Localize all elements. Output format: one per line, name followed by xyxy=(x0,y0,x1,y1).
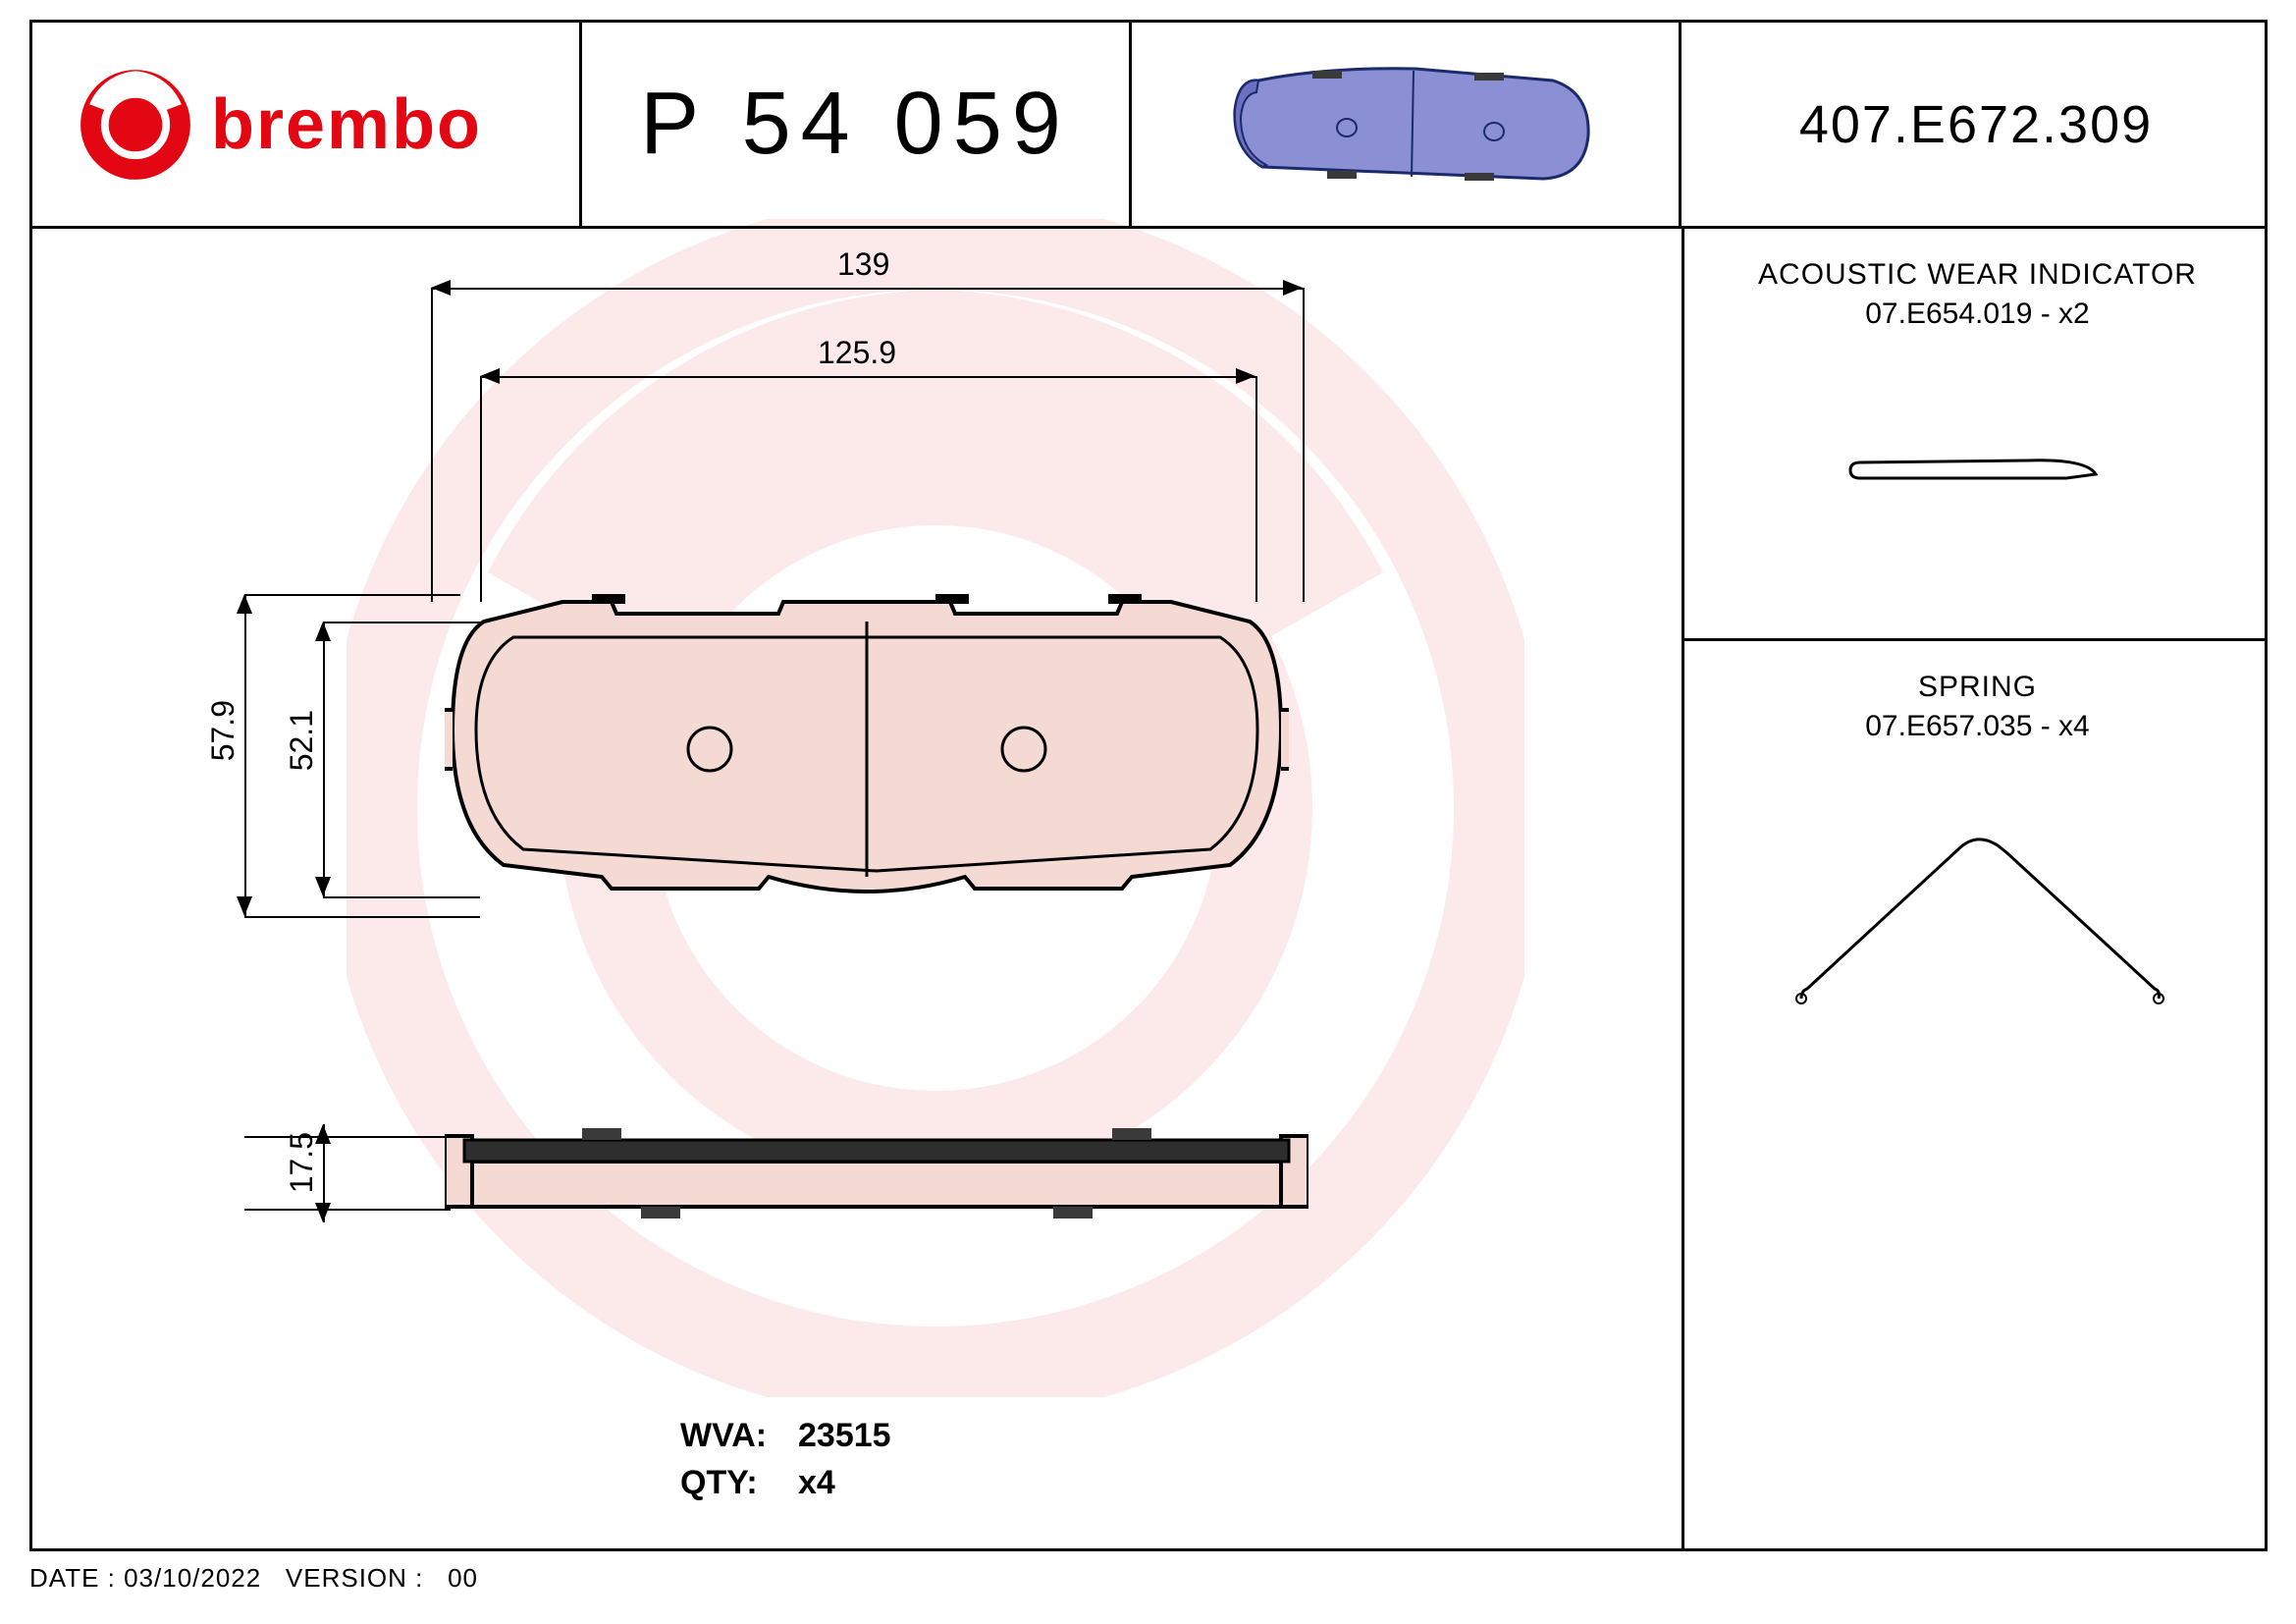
dim-pad-height: 52.1 xyxy=(284,710,320,771)
qty-value: x4 xyxy=(798,1464,835,1502)
version-label: VERSION : xyxy=(286,1563,423,1593)
dim-line-pad-width xyxy=(480,376,1255,378)
accessory-code: 07.E657.035 - x4 xyxy=(1694,710,2261,743)
header-part-cell: P 54 059 xyxy=(582,23,1132,229)
sheet-footer: DATE : 03/10/2022 VERSION : 00 xyxy=(29,1563,478,1594)
wva-value: 23515 xyxy=(798,1417,891,1455)
dim-pad-width: 125.9 xyxy=(818,335,896,371)
dim-thickness: 17.5 xyxy=(284,1132,320,1193)
header-render-cell xyxy=(1132,23,1682,229)
header-ref-cell: 407.E672.309 xyxy=(1682,23,2268,229)
dim-line-overall-width xyxy=(431,288,1303,290)
brake-pad-side-view xyxy=(445,1112,1308,1250)
wear-indicator-icon xyxy=(1831,419,2125,537)
brand-name: brembo xyxy=(211,84,482,165)
accessory-spring: SPRING 07.E657.035 - x4 xyxy=(1684,641,2268,1152)
accessory-title: SPRING xyxy=(1694,671,2261,704)
dim-overall-width: 139 xyxy=(837,246,889,283)
drawing-sheet: brembo P 54 059 407.E672.309 ACOUSTIC WE… xyxy=(29,20,2268,1551)
accessory-code: 07.E654.019 - x2 xyxy=(1694,298,2261,331)
main-drawing-area: 139 125.9 57.9 52.1 17.5 WVA: 23515 QTY: xyxy=(32,229,1682,1548)
reference-number: 407.E672.309 xyxy=(1799,94,2153,155)
qty-label: QTY: xyxy=(680,1464,758,1502)
dim-line-overall-height xyxy=(244,594,246,916)
brake-pad-front-view xyxy=(445,582,1289,916)
header-logo-cell: brembo xyxy=(32,23,582,229)
accessory-wear-indicator: ACOUSTIC WEAR INDICATOR 07.E654.019 - x2 xyxy=(1684,229,2268,641)
dim-line-pad-height xyxy=(323,622,325,896)
wva-label: WVA: xyxy=(680,1417,767,1455)
part-number: P 54 059 xyxy=(640,74,1071,175)
date-value: 03/10/2022 xyxy=(124,1563,261,1593)
spring-icon xyxy=(1762,802,2194,1018)
dim-overall-height: 57.9 xyxy=(205,700,241,761)
brembo-logo-icon xyxy=(72,61,199,189)
date-label: DATE : xyxy=(29,1563,116,1593)
accessory-column: ACOUSTIC WEAR INDICATOR 07.E654.019 - x2… xyxy=(1682,229,2268,1548)
product-3d-render xyxy=(1200,41,1612,208)
version-value: 00 xyxy=(448,1563,478,1593)
accessory-title: ACOUSTIC WEAR INDICATOR xyxy=(1694,258,2261,292)
